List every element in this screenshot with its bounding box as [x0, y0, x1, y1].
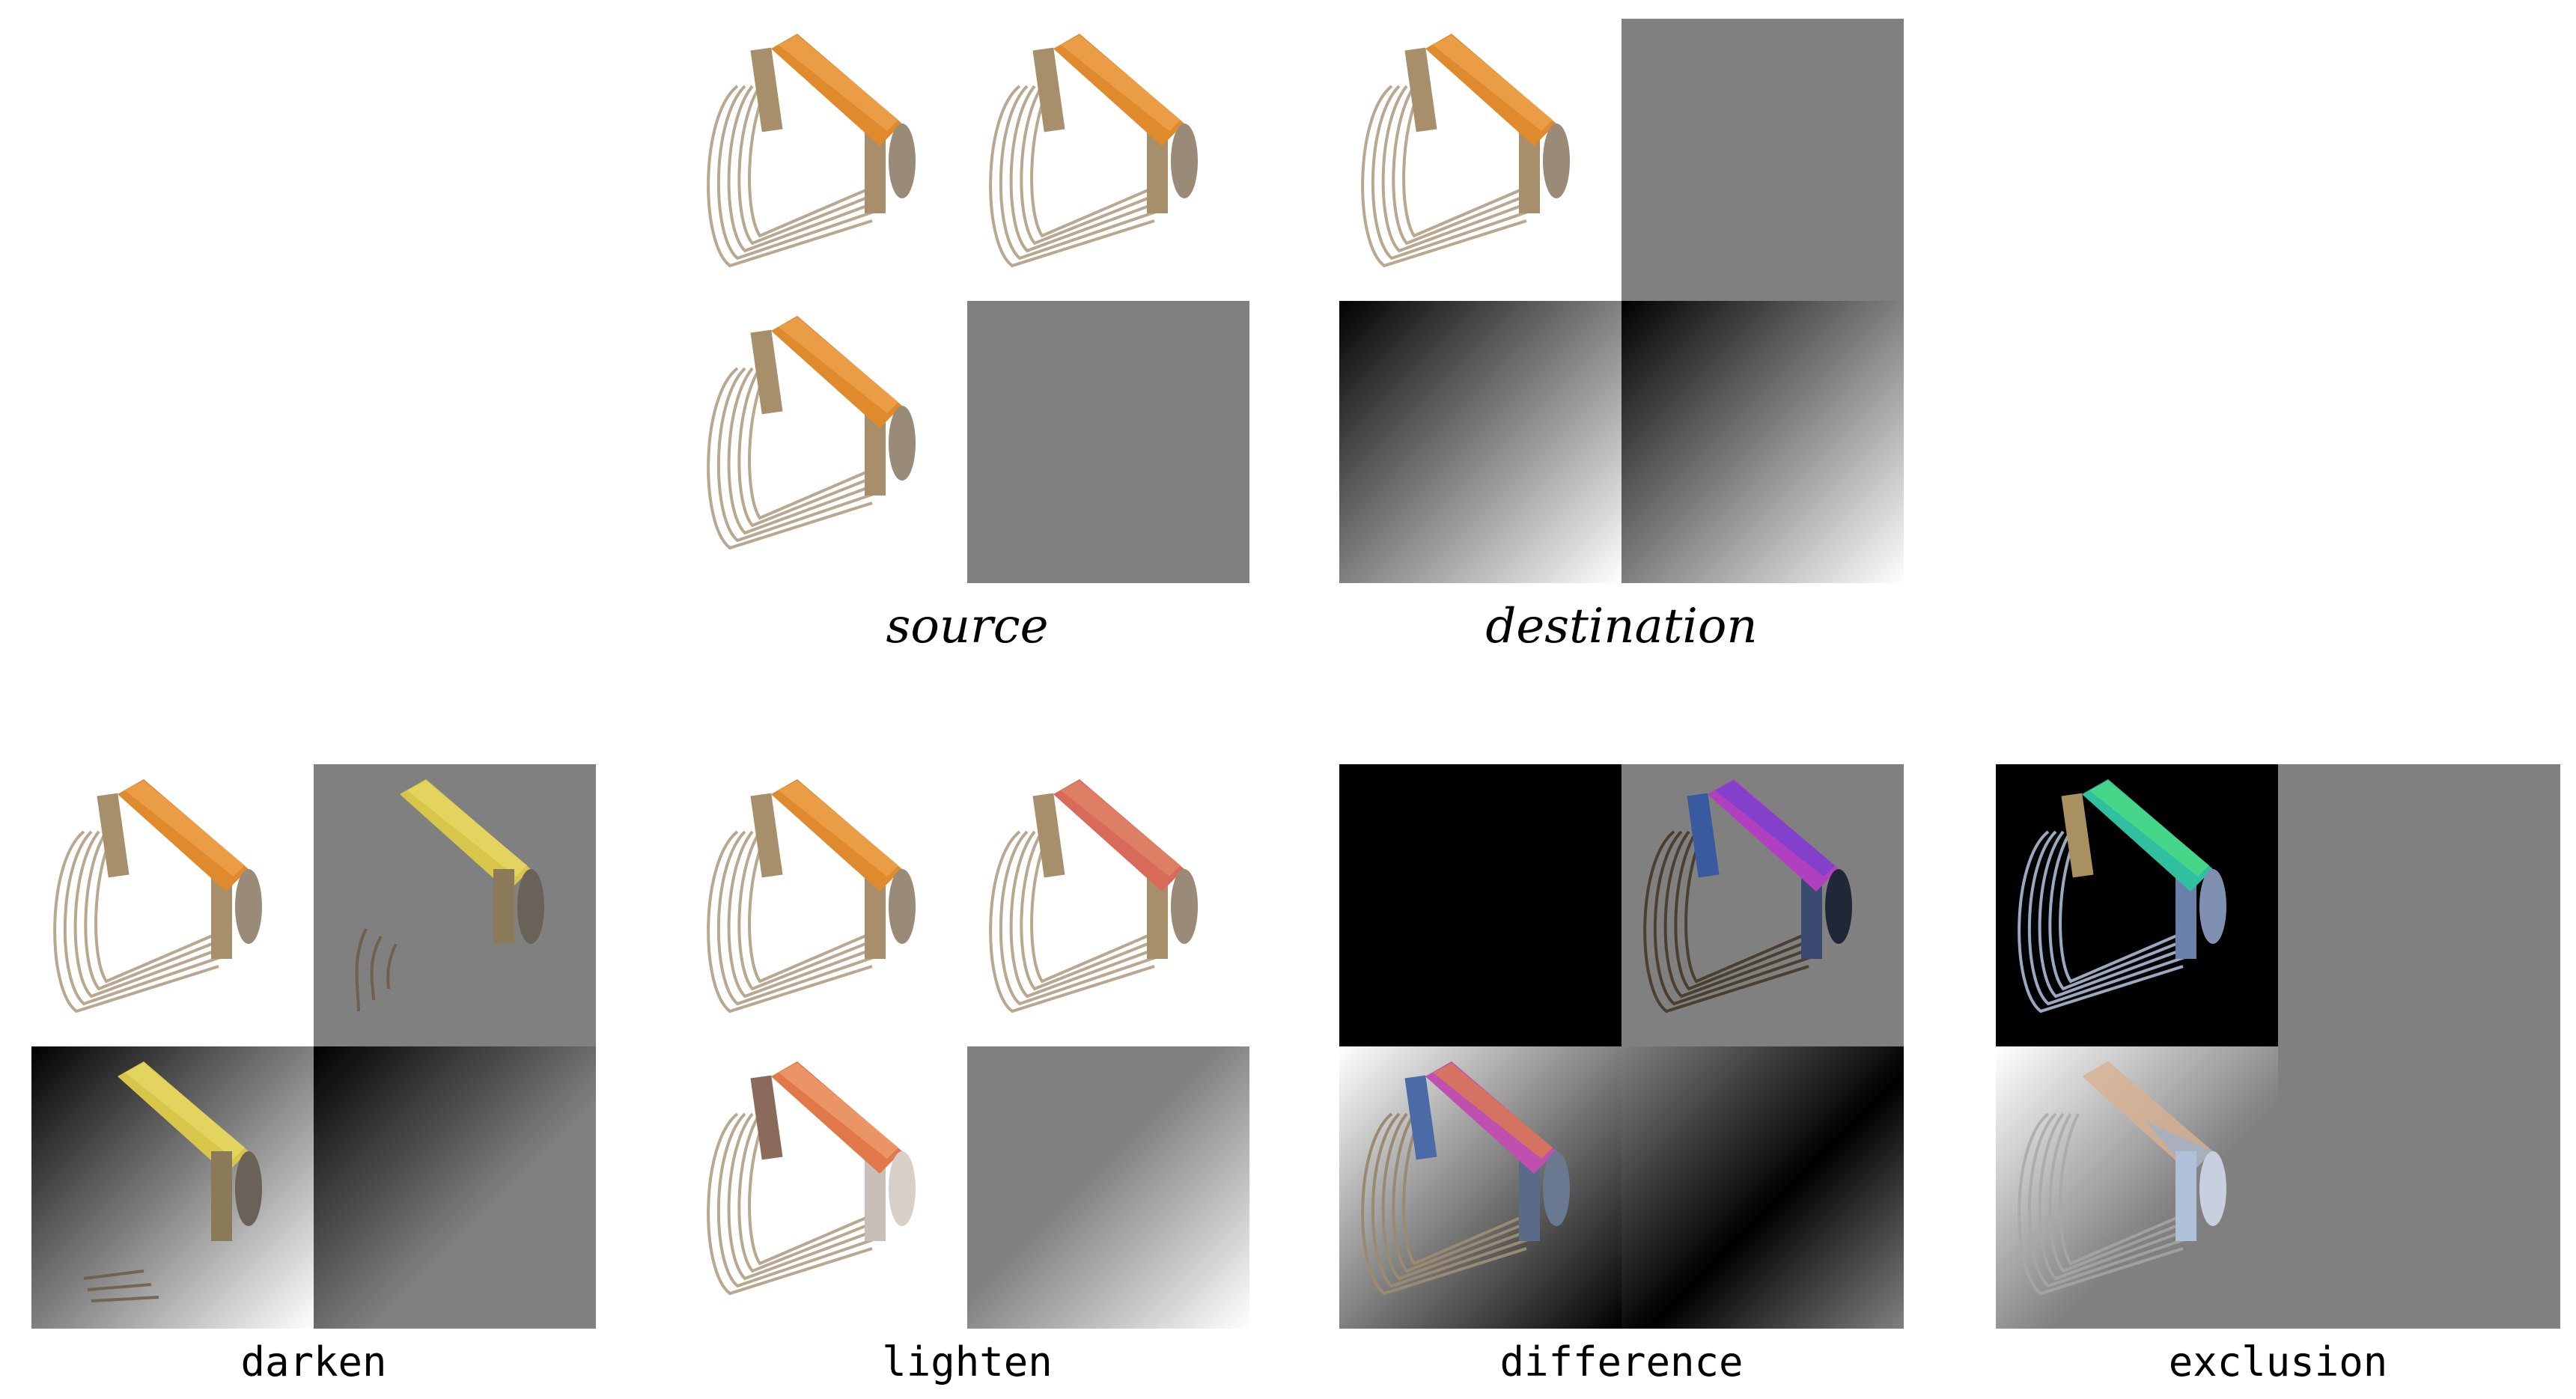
pastry-blender-image: [1361, 34, 1570, 268]
pastry-blender-image: [2018, 779, 2226, 1014]
pastry-blender-image: [53, 779, 262, 1014]
darken-cell-tl: [31, 764, 314, 1046]
darken-caption: darken: [240, 1338, 387, 1386]
lighten-caption: lighten: [882, 1338, 1053, 1386]
pastry-blender-image: [707, 1061, 916, 1296]
destination-cell-br-gradient: [1622, 301, 1904, 583]
source-cell-br-gray: [967, 301, 1249, 583]
exclusion-caption: exclusion: [2168, 1338, 2388, 1386]
pastry-blender-image: [355, 779, 544, 1012]
difference-cell-tl-black: [1339, 764, 1622, 1046]
exclusion-cell-bl: [1996, 1046, 2278, 1329]
difference-caption: difference: [1499, 1338, 1744, 1386]
lighten-cell-tr: [967, 764, 1249, 1046]
pastry-blender-image: [83, 1061, 262, 1302]
difference-cell-br: [1622, 1046, 1904, 1329]
darken-cell-br: [314, 1046, 596, 1329]
exclusion-cell-tr-gray: [2278, 764, 2560, 1046]
lighten-panel: [685, 764, 1249, 1329]
pastry-blender-image: [2018, 1061, 2226, 1296]
destination-cell-bl-gradient: [1339, 301, 1622, 583]
darken-panel: [31, 764, 596, 1329]
source-cell-bl: [685, 301, 967, 583]
difference-cell-tr: [1622, 764, 1904, 1046]
destination-cell-tl: [1339, 19, 1622, 301]
exclusion-panel: [1996, 764, 2560, 1329]
darken-cell-tr: [314, 764, 596, 1046]
lighten-cell-bl: [685, 1046, 967, 1329]
pastry-blender-image: [1643, 779, 1852, 1014]
darken-cell-bl: [31, 1046, 314, 1329]
destination-panel: [1339, 19, 1904, 583]
exclusion-cell-tl: [1996, 764, 2278, 1046]
difference-cell-bl: [1339, 1046, 1622, 1329]
source-cell-tl: [685, 19, 967, 301]
lighten-cell-tl: [685, 764, 967, 1046]
pastry-blender-image: [989, 779, 1198, 1014]
lighten-cell-br: [967, 1046, 1249, 1329]
source-panel: [685, 19, 1249, 583]
exclusion-cell-br-gray: [2278, 1046, 2560, 1329]
pastry-blender-image: [1361, 1061, 1570, 1296]
pastry-blender-image: [989, 34, 1198, 268]
difference-panel: [1339, 764, 1904, 1329]
pastry-blender-image: [707, 34, 916, 268]
destination-cell-tr-gray: [1622, 19, 1904, 301]
source-caption: source: [886, 599, 1049, 654]
pastry-blender-image: [707, 779, 916, 1014]
pastry-blender-image: [707, 316, 916, 550]
source-cell-tr: [967, 19, 1249, 301]
destination-caption: destination: [1485, 599, 1758, 654]
